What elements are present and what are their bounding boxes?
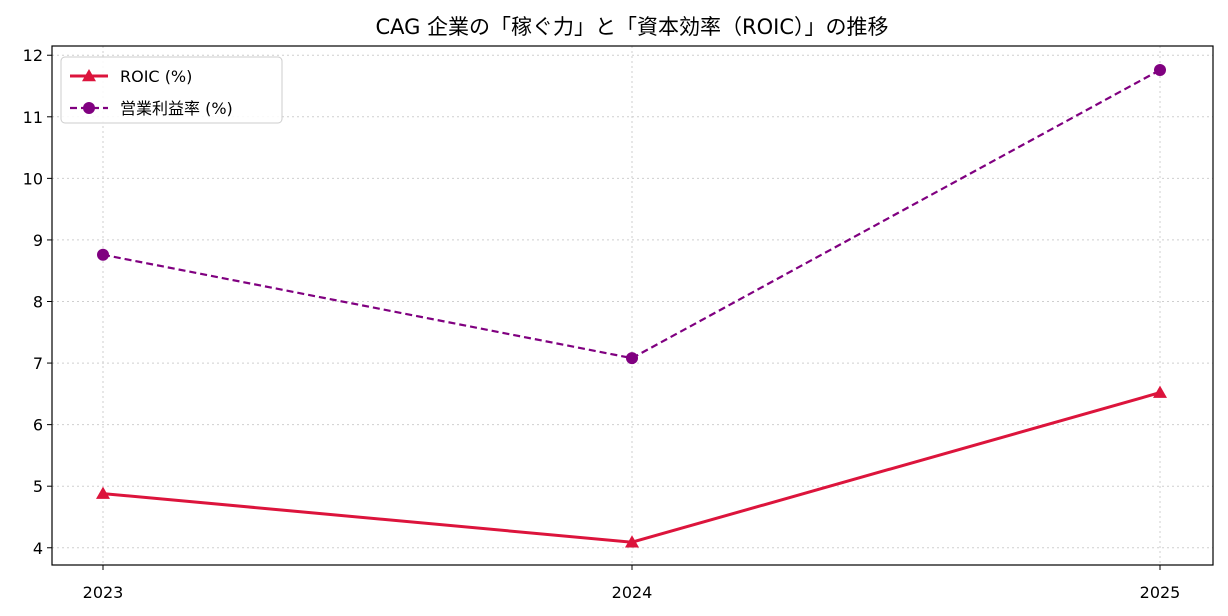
y-tick-label: 4 <box>33 539 43 558</box>
x-tick-label: 2023 <box>83 583 124 602</box>
legend-box <box>60 56 283 124</box>
data-point <box>625 535 639 548</box>
y-tick-label: 7 <box>33 354 43 373</box>
legend-entry: 営業利益率 (%) <box>70 99 233 118</box>
legend-marker <box>82 69 96 82</box>
y-tick-label: 9 <box>33 231 43 250</box>
data-point <box>97 248 109 261</box>
y-tick-label: 10 <box>23 169 43 188</box>
y-tick-label: 8 <box>33 292 43 311</box>
data-point <box>96 486 110 499</box>
series-2 <box>97 64 1166 365</box>
legend-label: ROIC (%) <box>120 67 192 86</box>
legend-marker <box>83 102 95 114</box>
chart-title: CAG 企業の「稼ぐ力」と「資本効率（ROIC）」の推移 <box>375 15 888 39</box>
x-tick-label: 2024 <box>612 583 653 602</box>
series-layer <box>96 64 1167 548</box>
data-point <box>1153 385 1167 398</box>
legend-entry: ROIC (%) <box>70 67 192 86</box>
data-point <box>626 352 638 365</box>
y-tick-label: 11 <box>23 108 43 127</box>
legend-label: 営業利益率 (%) <box>120 99 233 118</box>
y-axis: 4 5 6 7 8 9 10 11 12 <box>23 46 52 558</box>
data-point <box>1154 64 1166 77</box>
y-tick-label: 6 <box>33 416 43 435</box>
x-tick-label: 2025 <box>1140 583 1181 602</box>
y-tick-label: 12 <box>23 46 43 65</box>
series-1 <box>96 385 1167 548</box>
y-tick-label: 5 <box>33 477 43 496</box>
x-axis: 2023 2024 2025 <box>83 565 1181 602</box>
legend: ROIC (%) 営業利益率 (%) <box>60 56 283 124</box>
